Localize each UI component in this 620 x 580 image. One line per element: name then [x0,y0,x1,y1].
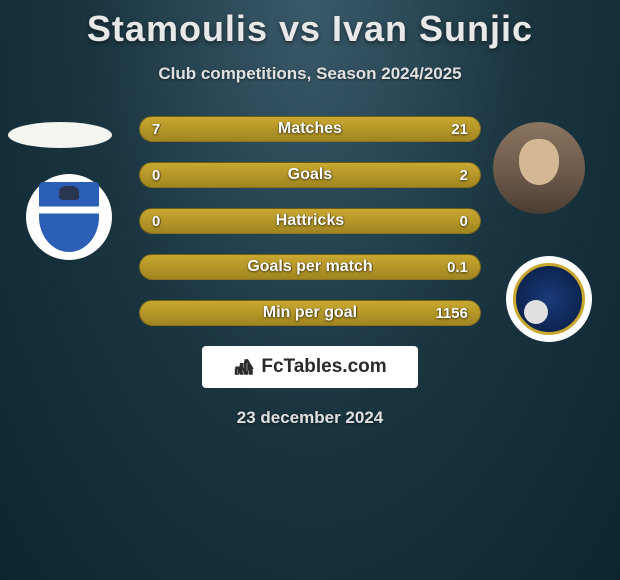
subtitle: Club competitions, Season 2024/2025 [0,64,620,84]
stat-left-value: 7 [152,121,182,138]
player-avatar-right [493,122,585,214]
stat-right-value: 0 [438,213,468,230]
stat-row-matches: 7 Matches 21 [139,116,481,142]
page-title: Stamoulis vs Ivan Sunjic [0,0,620,50]
stat-rows: 7 Matches 21 0 Goals 2 0 Hattricks 0 Goa… [139,116,481,326]
comparison-content: 7 Matches 21 0 Goals 2 0 Hattricks 0 Goa… [0,116,620,428]
stat-row-goals: 0 Goals 2 [139,162,481,188]
stat-left-value: 0 [152,167,182,184]
stat-label: Min per goal [263,304,357,322]
stat-row-hattricks: 0 Hattricks 0 [139,208,481,234]
anorthosis-crest-icon [39,182,99,252]
stat-right-value: 0.1 [438,259,468,276]
stat-right-value: 21 [438,121,468,138]
stat-label: Goals per match [247,258,372,276]
pafos-crest-icon [513,263,585,335]
stat-label: Hattricks [276,212,344,230]
stat-row-min-per-goal: Min per goal 1156 [139,300,481,326]
fctables-logo[interactable]: FcTables.com [202,346,418,388]
bar-chart-icon [233,356,255,378]
stat-right-value: 2 [438,167,468,184]
club-badge-right [506,256,592,342]
logo-text: FcTables.com [261,356,386,378]
stat-left-value: 0 [152,213,182,230]
club-badge-left [26,174,112,260]
stat-right-value: 1156 [435,305,468,322]
stat-label: Goals [288,166,332,184]
player-avatar-left [8,122,112,148]
date-text: 23 december 2024 [0,408,620,428]
stat-label: Matches [278,120,342,138]
stat-row-goals-per-match: Goals per match 0.1 [139,254,481,280]
